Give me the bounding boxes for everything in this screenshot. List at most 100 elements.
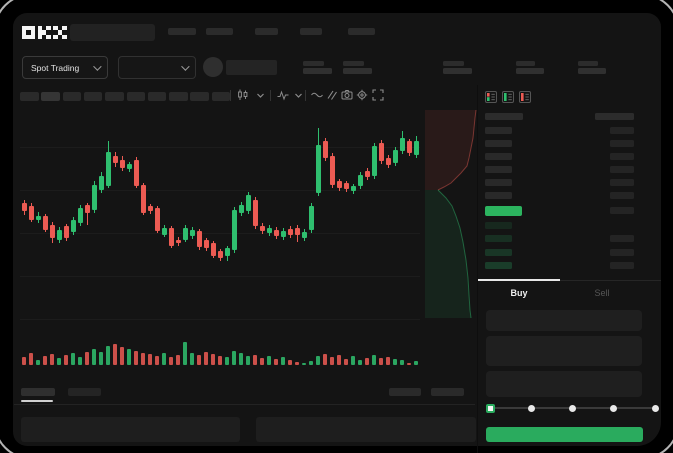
candle-type-icon[interactable] [237, 89, 249, 101]
slider-handle[interactable] [485, 403, 495, 413]
ask-amount-bar[interactable] [610, 153, 634, 160]
ask-amount-bar[interactable] [610, 192, 634, 199]
search-bar[interactable] [70, 24, 155, 41]
ask-price-bar[interactable] [485, 166, 512, 173]
total-input[interactable] [486, 371, 642, 397]
timeframe-button[interactable] [190, 92, 209, 101]
bid-price-bar[interactable] [485, 222, 512, 229]
timeframe-button[interactable] [169, 92, 188, 101]
buy-submit-button[interactable] [486, 427, 643, 442]
ask-price-bar[interactable] [485, 127, 512, 134]
orders-action-placeholder[interactable] [389, 388, 421, 396]
settings-icon[interactable] [356, 89, 368, 101]
compare-icon[interactable] [326, 89, 338, 101]
last-price-badge[interactable] [485, 206, 522, 216]
volume-bar [169, 357, 173, 365]
nav-item-placeholder[interactable] [300, 28, 322, 35]
ask-amount-bar[interactable] [610, 127, 634, 134]
orders-tab[interactable] [68, 388, 101, 396]
chevron-down-icon[interactable] [256, 91, 268, 103]
camera-icon[interactable] [341, 89, 353, 101]
timeframe-button[interactable] [41, 92, 60, 101]
orders-action-placeholder[interactable] [431, 388, 464, 396]
volume-bar [22, 357, 26, 365]
volume-bar [351, 356, 355, 365]
timeframe-button[interactable] [62, 92, 82, 101]
slider-step-dot[interactable] [651, 404, 659, 412]
candle-wick [87, 203, 88, 225]
candle [106, 152, 111, 186]
timeframe-button[interactable] [83, 92, 103, 101]
pair-dropdown[interactable] [118, 56, 196, 79]
volume-bar [281, 357, 285, 365]
ask-amount-bar[interactable] [610, 166, 634, 173]
orders-tab-underline [21, 400, 53, 402]
volume-bar [141, 353, 145, 365]
candle [190, 230, 195, 236]
okx-logo-icon[interactable] [22, 26, 67, 40]
candle [351, 186, 356, 191]
candle [239, 205, 244, 213]
slider-step-dot[interactable] [610, 404, 618, 412]
timeframe-button[interactable] [20, 92, 39, 101]
candle [127, 164, 132, 169]
ask-price-bar[interactable] [485, 153, 512, 160]
price-input[interactable] [486, 310, 642, 331]
volume-bar [85, 352, 89, 365]
bid-amount-bar[interactable] [610, 262, 634, 270]
ask-amount-bar[interactable] [610, 140, 634, 147]
nav-item-placeholder[interactable] [348, 28, 375, 35]
tab-sell[interactable]: Sell [594, 288, 610, 298]
candle [57, 230, 62, 240]
candle [302, 232, 307, 238]
nav-item-placeholder[interactable] [206, 28, 233, 35]
bid-price-bar[interactable] [485, 262, 512, 270]
tab-buy[interactable]: Buy [510, 288, 528, 298]
amount-input[interactable] [486, 336, 642, 366]
nav-item-placeholder[interactable] [255, 28, 278, 35]
timeframe-button[interactable] [147, 92, 167, 101]
timeframe-button[interactable] [126, 92, 145, 101]
candle [365, 171, 370, 177]
timeframe-button[interactable] [105, 92, 124, 101]
slider-step-dot[interactable] [527, 404, 535, 412]
volume-bar [267, 356, 271, 365]
timeframe-button[interactable] [211, 92, 231, 101]
volume-bar [260, 358, 264, 365]
gridline [20, 319, 420, 320]
volume-bar [36, 360, 40, 365]
wave-icon[interactable] [311, 89, 323, 101]
gridline [20, 147, 420, 148]
ask-price-bar[interactable] [485, 192, 512, 199]
bid-price-bar[interactable] [485, 248, 512, 256]
volume-bar [274, 359, 278, 365]
orderbook-view-asks-icon[interactable] [519, 90, 531, 108]
bid-price-bar[interactable] [485, 235, 512, 243]
volume-bar [92, 349, 96, 365]
orderbook-view-bids-icon[interactable] [502, 90, 514, 108]
coin-avatar[interactable] [203, 57, 223, 77]
logo-letter-k [37, 26, 51, 40]
bid-amount-bar[interactable] [610, 248, 634, 256]
ask-price-bar[interactable] [485, 179, 512, 186]
orders-tab-active[interactable] [21, 388, 55, 396]
market-type-dropdown[interactable]: Spot Trading [22, 56, 108, 79]
orderbook-view-both-icon[interactable] [485, 90, 497, 108]
candle [358, 175, 363, 186]
volume-bar [148, 354, 152, 365]
indicator-icon[interactable] [277, 89, 289, 101]
fullscreen-icon[interactable] [372, 89, 384, 101]
slider-step-dot[interactable] [569, 404, 576, 412]
ask-amount-bar[interactable] [610, 179, 634, 186]
volume-bar [218, 356, 222, 365]
bid-amount-bar[interactable] [610, 235, 634, 243]
chevron-down-icon[interactable] [294, 91, 306, 103]
nav-item-placeholder[interactable] [168, 28, 196, 35]
volume-bar [197, 355, 201, 365]
amount-bar[interactable] [610, 207, 634, 214]
ask-price-bar[interactable] [485, 140, 512, 147]
candle [274, 230, 279, 236]
volume-bar [50, 354, 54, 365]
volume-bar [78, 357, 82, 365]
